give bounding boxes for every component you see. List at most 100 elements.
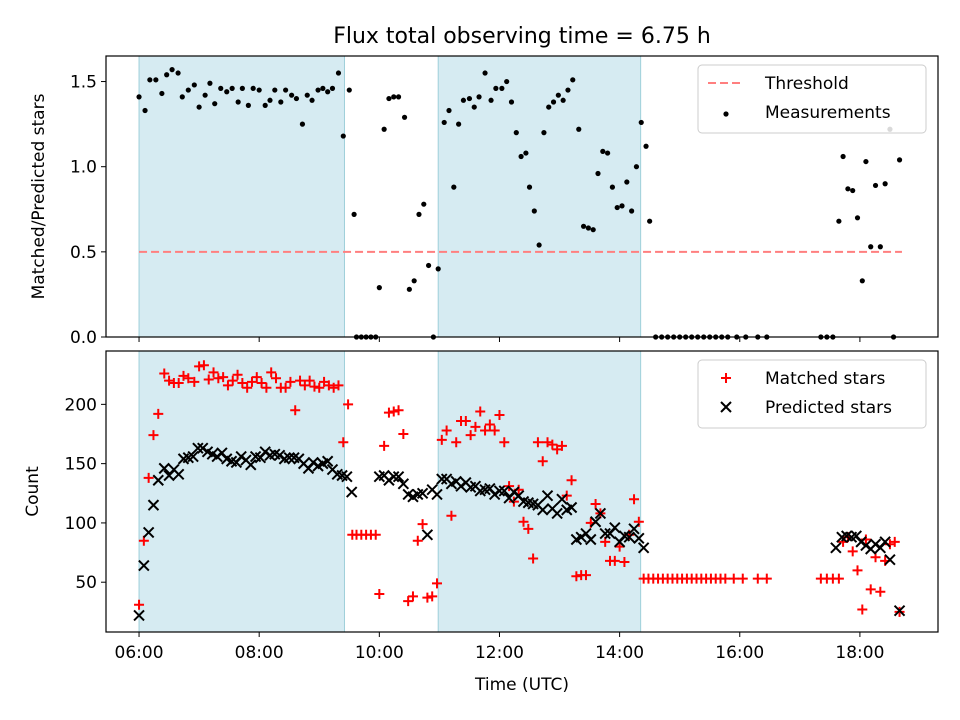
data-point xyxy=(508,99,515,105)
data-point xyxy=(374,589,385,600)
data-point xyxy=(493,85,499,91)
data-point xyxy=(877,244,883,250)
data-point xyxy=(494,410,505,421)
figure-title: Flux total observing time = 6.75 h xyxy=(333,24,711,49)
data-point xyxy=(403,596,414,607)
data-point xyxy=(633,532,645,545)
data-point xyxy=(875,586,886,597)
data-point xyxy=(218,85,224,91)
data-point xyxy=(343,399,354,410)
data-point xyxy=(266,367,277,378)
x-tick-label: 08:00 xyxy=(235,643,284,663)
data-point xyxy=(493,485,506,497)
data-point xyxy=(551,507,563,520)
data-point xyxy=(246,376,257,387)
data-point xyxy=(251,372,262,383)
data-point xyxy=(531,208,537,214)
data-point xyxy=(628,523,640,535)
data-point xyxy=(537,504,549,516)
data-point xyxy=(475,406,486,417)
data-point xyxy=(480,425,491,436)
data-point xyxy=(370,529,381,540)
data-point xyxy=(245,459,257,471)
data-point xyxy=(600,148,606,154)
data-point xyxy=(471,104,477,110)
data-point xyxy=(498,485,510,497)
data-point xyxy=(183,373,194,384)
data-point xyxy=(556,493,568,505)
data-point xyxy=(893,604,906,617)
data-point xyxy=(594,507,607,520)
data-point xyxy=(134,599,145,610)
data-point xyxy=(299,380,310,391)
data-point xyxy=(556,440,567,451)
data-point xyxy=(623,531,635,543)
data-point xyxy=(345,486,358,498)
data-point xyxy=(852,565,863,576)
data-point xyxy=(609,555,620,566)
data-point xyxy=(484,419,495,430)
x-tick-label: 18:00 xyxy=(835,643,884,663)
data-point xyxy=(547,439,558,450)
data-point xyxy=(148,430,159,441)
data-point xyxy=(643,143,649,149)
data-point xyxy=(189,376,200,387)
data-point xyxy=(379,440,390,451)
data-point xyxy=(633,164,640,170)
data-point xyxy=(304,375,315,386)
data-point xyxy=(393,405,404,416)
data-point xyxy=(546,104,552,110)
data-point xyxy=(609,184,616,190)
data-point xyxy=(436,473,448,485)
legend-frame xyxy=(697,359,927,429)
data-point xyxy=(489,425,500,436)
data-point xyxy=(446,107,452,114)
series-predicted-stars xyxy=(133,442,906,622)
data-point xyxy=(456,121,462,127)
y-tick-label: 200 xyxy=(65,395,97,415)
data-point xyxy=(267,97,273,103)
data-point xyxy=(580,223,587,229)
data-point xyxy=(383,407,394,418)
data-point xyxy=(465,430,476,441)
data-point xyxy=(889,536,900,547)
data-point xyxy=(309,381,320,392)
data-point xyxy=(624,179,630,185)
data-point xyxy=(309,97,315,103)
data-point xyxy=(340,133,346,139)
legend: Threshold Measurements xyxy=(697,64,927,134)
data-point xyxy=(346,87,352,93)
data-point xyxy=(882,181,888,187)
data-point xyxy=(416,211,422,217)
data-point xyxy=(335,70,342,76)
data-point xyxy=(293,95,300,102)
legend: Matched stars Predicted stars xyxy=(697,359,927,429)
data-point xyxy=(605,150,611,156)
data-point xyxy=(237,378,248,389)
data-point xyxy=(647,218,653,224)
data-point xyxy=(401,114,408,120)
data-point xyxy=(560,97,566,103)
data-point xyxy=(239,85,245,91)
data-point xyxy=(351,211,357,217)
data-point xyxy=(164,72,170,78)
data-point xyxy=(227,375,238,386)
data-point xyxy=(836,218,842,224)
data-point xyxy=(158,462,170,475)
data-point xyxy=(280,382,291,393)
x-tick-label: 10:00 xyxy=(355,643,404,663)
data-point xyxy=(290,405,301,416)
data-point xyxy=(278,99,284,105)
data-point xyxy=(436,434,447,445)
data-point xyxy=(555,92,561,98)
data-point xyxy=(425,262,432,269)
data-point xyxy=(431,488,443,501)
data-point xyxy=(619,557,630,568)
data-point xyxy=(565,87,571,93)
data-point xyxy=(427,591,438,602)
data-point xyxy=(854,215,861,221)
data-point xyxy=(203,374,214,385)
data-point xyxy=(391,94,397,100)
y-tick-label: 150 xyxy=(65,455,97,475)
data-point xyxy=(761,573,772,584)
